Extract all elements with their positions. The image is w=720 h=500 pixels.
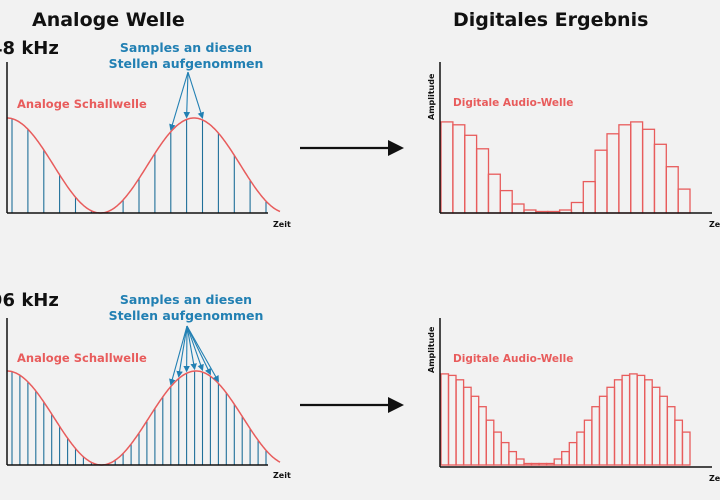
digital-step <box>561 450 570 466</box>
x-axis-label: Zeit <box>709 220 720 229</box>
analog-panel-96: Analoge Schallwelle Zeit <box>6 318 291 480</box>
digital-step <box>440 373 450 466</box>
digital-step <box>582 180 596 214</box>
digital-step <box>613 379 623 466</box>
analog-wave-label: Analoge Schallwelle <box>17 97 147 111</box>
digital-step <box>677 188 691 214</box>
digital-wave-label: Digitale Audio-Welle <box>453 353 573 365</box>
annotation-arrow <box>186 325 204 372</box>
digital-step <box>487 173 501 214</box>
digital-step <box>641 128 656 214</box>
annotation-arrow <box>169 325 188 386</box>
sample-annotation-line2: Stellen aufgenommen <box>108 56 264 71</box>
sample-lines <box>11 371 267 465</box>
digital-step <box>455 379 465 466</box>
digital-step <box>508 450 518 466</box>
annotation-arrow <box>187 71 204 119</box>
digital-step <box>530 462 540 466</box>
digital-panel-48: Amplitude Digitale Audio-Welle Zeit <box>427 62 720 229</box>
digital-step <box>545 462 555 466</box>
annotation-arrow <box>186 325 219 383</box>
digital-step <box>659 395 668 466</box>
digital-step <box>478 406 487 466</box>
digital-step <box>618 124 632 214</box>
digital-step <box>475 148 490 214</box>
digital-step <box>681 431 691 466</box>
digital-step <box>606 386 616 466</box>
digital-step <box>470 395 480 466</box>
digital-step <box>644 379 653 466</box>
sample-annotation-bottom: Samples an diesen Stellen aufgenommen <box>96 292 276 324</box>
annotation-arrow <box>186 325 197 371</box>
digital-step <box>464 134 478 214</box>
digital-step <box>452 124 466 214</box>
annotation-arrow <box>183 71 191 119</box>
digital-steps <box>440 373 691 466</box>
digital-step <box>493 431 502 466</box>
sample-annotation-arrows <box>169 71 204 131</box>
analog-wave <box>7 370 281 466</box>
digital-step <box>598 395 608 466</box>
digital-step <box>576 431 585 466</box>
digital-wave-label: Digitale Audio-Welle <box>453 97 573 109</box>
sample-rate-label-48: 48 kHz <box>0 38 59 59</box>
annotation-arrow <box>169 71 189 131</box>
digital-step <box>553 458 563 466</box>
sample-annotation-arrows <box>169 325 219 386</box>
digital-column-title: Digitales Ergebnis <box>453 9 649 31</box>
sample-annotation-line1: Samples an diesen <box>119 40 253 55</box>
analog-column-title: Analoge Welle <box>32 9 185 31</box>
annotation-arrow <box>186 325 211 376</box>
digital-step <box>499 189 513 214</box>
digital-step <box>538 462 548 466</box>
digital-step <box>591 406 601 466</box>
digital-step <box>636 374 646 466</box>
digital-step <box>568 441 578 466</box>
x-axis-label: Zeit <box>273 220 291 229</box>
digital-step <box>440 121 454 214</box>
arrow-right-icon <box>300 140 404 156</box>
sample-annotation-line1: Samples an diesen <box>119 292 253 307</box>
digital-step <box>485 419 495 466</box>
digital-step <box>523 462 533 466</box>
annotation-arrow <box>176 325 188 378</box>
digital-steps <box>440 121 691 214</box>
digital-step <box>674 419 684 466</box>
digital-step <box>621 374 631 466</box>
sample-lines <box>11 118 267 213</box>
x-axis-label: Zeit <box>709 474 720 483</box>
digital-step <box>583 419 593 466</box>
digital-step <box>665 166 679 214</box>
digital-step <box>594 149 608 214</box>
y-axis-label: Amplitude <box>427 326 436 373</box>
arrow-right-icon <box>300 397 404 413</box>
digital-step <box>606 133 620 214</box>
sample-annotation-line2: Stellen aufgenommen <box>108 308 264 323</box>
analog-panel-48: Analoge Schallwelle Zeit <box>6 62 291 229</box>
digital-panel-96: Amplitude Digitale Audio-Welle Zeit <box>427 318 720 483</box>
digital-step <box>447 374 457 466</box>
digital-step <box>570 201 584 214</box>
x-axis-label: Zeit <box>273 471 291 480</box>
digital-step <box>500 441 510 466</box>
y-axis-label: Amplitude <box>427 73 436 120</box>
sample-rate-label-96: 96 kHz <box>0 290 59 311</box>
digital-step <box>515 458 525 466</box>
digital-step <box>651 386 661 466</box>
digital-step <box>511 203 525 214</box>
digital-step <box>666 406 676 466</box>
sample-annotation-top: Samples an diesen Stellen aufgenommen <box>96 40 276 72</box>
analog-wave-label: Analoge Schallwelle <box>17 351 147 365</box>
digital-step <box>462 386 472 466</box>
digital-step <box>630 121 644 214</box>
analog-wave <box>7 117 281 214</box>
digital-step <box>653 143 667 214</box>
digital-step <box>628 373 638 466</box>
